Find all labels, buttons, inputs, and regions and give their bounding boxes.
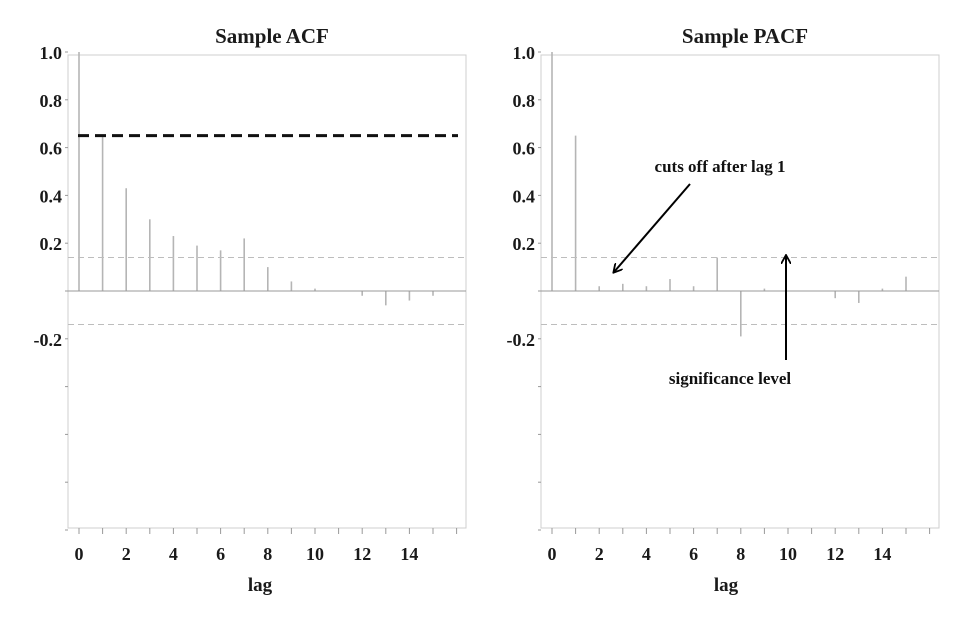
acf-bars bbox=[78, 52, 434, 306]
acf-x-tick-label: 12 bbox=[353, 544, 371, 564]
pacf-bars bbox=[551, 52, 907, 337]
pacf-y-tick-label: 0.2 bbox=[513, 234, 536, 254]
acf-x-axis-label: lag bbox=[248, 575, 273, 596]
acf-x-tick-label: 4 bbox=[169, 544, 178, 564]
pacf-y-tick-label: 0.6 bbox=[513, 139, 536, 159]
pacf-x-tick-label: 6 bbox=[689, 544, 698, 564]
pacf-y-tick-label: 1.0 bbox=[513, 43, 536, 63]
annotation-significance-label: significance level bbox=[669, 369, 792, 388]
acf-y-ticks: 1.0 0.8 0.6 0.4 0.2 -0.2 bbox=[34, 43, 68, 531]
acf-panel: Sample ACF lag 1.0 0.8 0.6 0.4 0.2 -0.2 0 2 4 6 8… bbox=[34, 24, 467, 596]
acf-y-tick-label: 0.4 bbox=[40, 186, 63, 206]
pacf-x-tick-label: 10 bbox=[779, 544, 797, 564]
pacf-x-tick-label: 8 bbox=[736, 544, 745, 564]
pacf-x-ticks: 0 2 4 6 8 10 12 14 bbox=[548, 528, 931, 564]
acf-y-tick-label: 0.6 bbox=[40, 139, 63, 159]
pacf-x-tick-label: 0 bbox=[548, 544, 557, 564]
annotation-cuts-off-arrow bbox=[614, 183, 691, 272]
acf-x-tick-label: 14 bbox=[400, 544, 418, 564]
acf-x-tick-label: 0 bbox=[75, 544, 84, 564]
pacf-panel: Sample PACF lag 1.0 0.8 0.6 0.4 0.2 -0.2 0 2 4 6… bbox=[507, 24, 940, 596]
pacf-x-axis-label: lag bbox=[714, 575, 739, 596]
acf-y-tick-label: 0.8 bbox=[40, 91, 63, 111]
pacf-x-tick-label: 14 bbox=[873, 544, 891, 564]
acf-y-tick-label: 0.2 bbox=[40, 234, 63, 254]
acf-x-tick-label: 6 bbox=[216, 544, 225, 564]
acf-y-tick-label: 1.0 bbox=[40, 43, 63, 63]
acf-significance-lines bbox=[68, 257, 466, 325]
pacf-y-ticks: 1.0 0.8 0.6 0.4 0.2 -0.2 bbox=[507, 43, 541, 531]
acf-x-ticks: 0 2 4 6 8 10 12 14 bbox=[75, 528, 458, 564]
acf-x-tick-label: 8 bbox=[263, 544, 272, 564]
acf-x-tick-label: 10 bbox=[306, 544, 324, 564]
pacf-y-tick-label: 0.8 bbox=[513, 91, 536, 111]
pacf-title: Sample PACF bbox=[682, 24, 808, 48]
acf-x-tick-label: 2 bbox=[122, 544, 131, 564]
acf-title: Sample ACF bbox=[215, 24, 329, 48]
pacf-significance-lines bbox=[541, 257, 939, 325]
acf-y-tick-label: -0.2 bbox=[34, 330, 63, 350]
annotation-cuts-off-label: cuts off after lag 1 bbox=[655, 157, 786, 176]
pacf-x-tick-label: 12 bbox=[826, 544, 844, 564]
pacf-x-tick-label: 4 bbox=[642, 544, 651, 564]
pacf-x-tick-label: 2 bbox=[595, 544, 604, 564]
pacf-y-tick-label: -0.2 bbox=[507, 330, 536, 350]
pacf-y-tick-label: 0.4 bbox=[513, 186, 536, 206]
